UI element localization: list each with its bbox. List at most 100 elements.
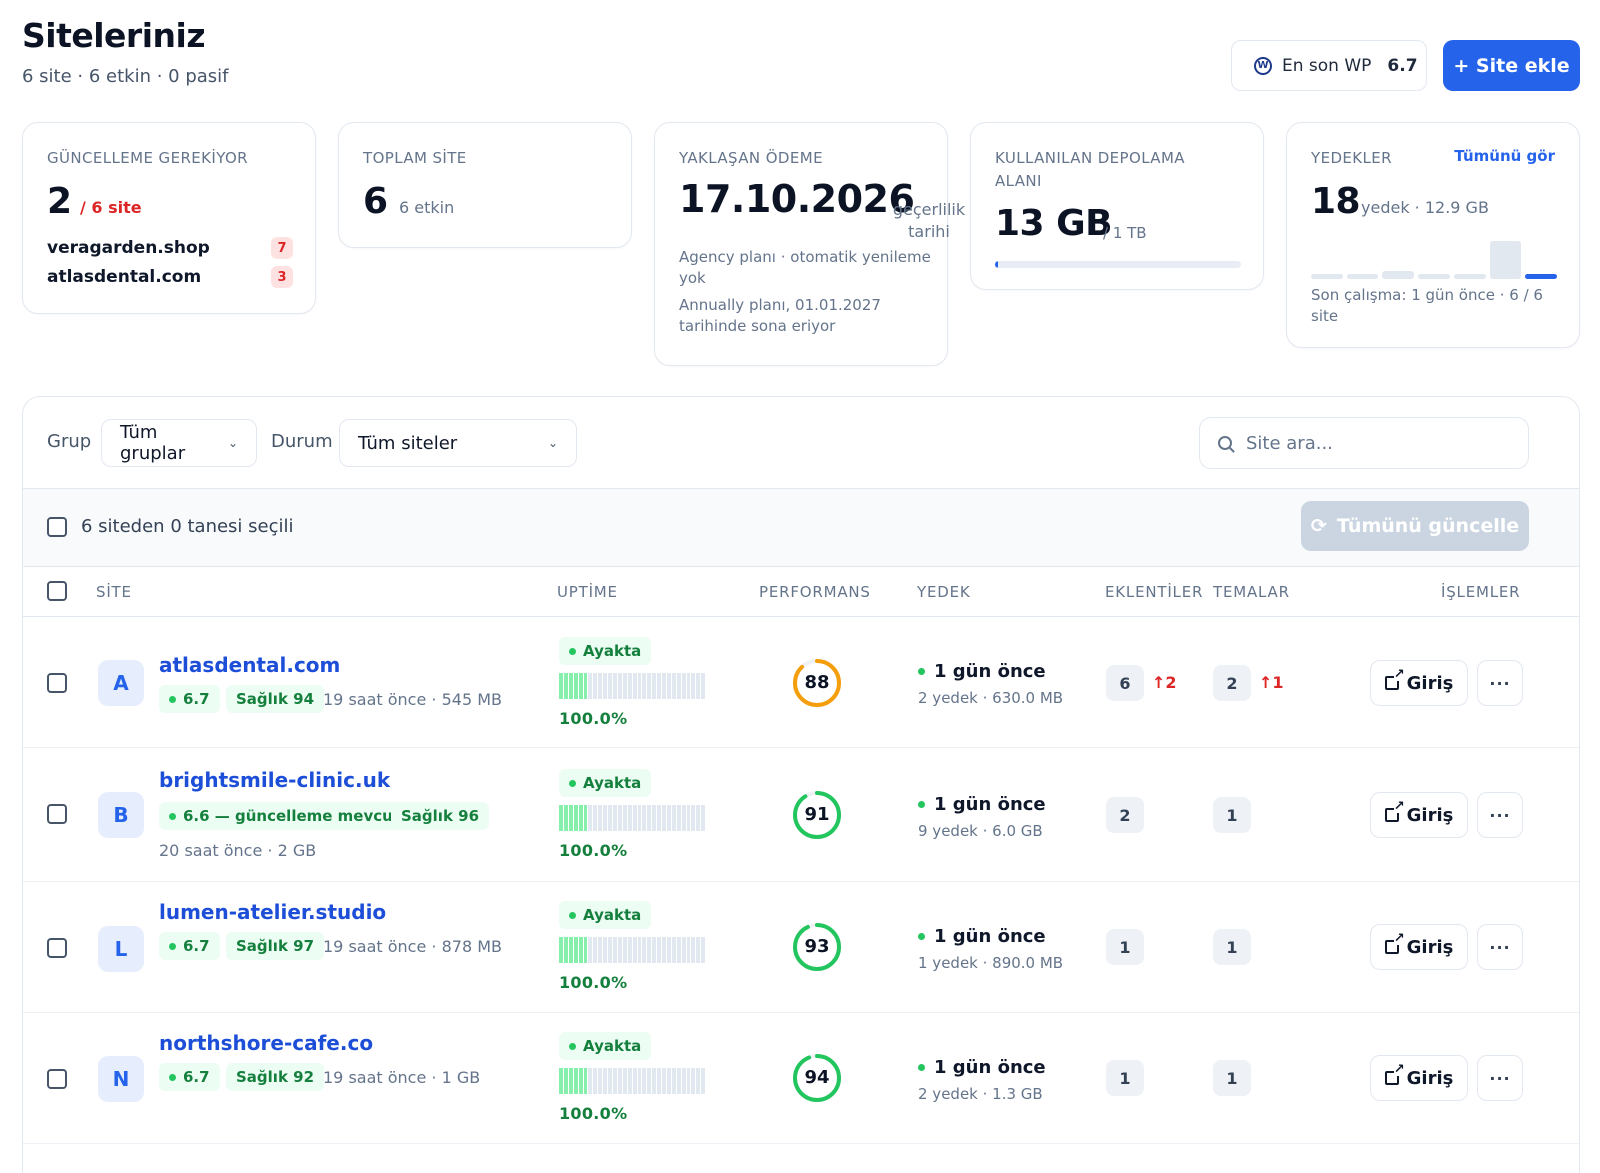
uptime-status-badge: Ayakta xyxy=(559,901,652,929)
latest-wp-button[interactable]: W En son WP 6.7 xyxy=(1231,40,1427,91)
login-button[interactable]: Giriş xyxy=(1370,792,1468,838)
uptime-bar xyxy=(691,805,696,831)
plugin-count[interactable]: 1 xyxy=(1106,929,1144,965)
storage-progress-fill xyxy=(995,261,999,268)
more-actions-button[interactable]: ··· xyxy=(1477,1055,1523,1101)
uptime-bar xyxy=(642,937,647,963)
row-checkbox[interactable] xyxy=(47,938,67,958)
login-button[interactable]: Giriş xyxy=(1370,1055,1468,1101)
backup-activity-bar xyxy=(1418,274,1450,279)
uptime-history-bars xyxy=(559,673,706,699)
row-checkbox[interactable] xyxy=(47,804,67,824)
site-avatar: A xyxy=(98,660,144,706)
table-row[interactable]: L lumen-atelier.studio 6.7 Sağlık 97 19 … xyxy=(23,882,1579,1013)
table-row[interactable]: B brightsmile-clinic.uk 6.6 — güncelleme… xyxy=(23,748,1579,882)
login-button[interactable]: Giriş xyxy=(1370,660,1468,706)
wordpress-icon: W xyxy=(1254,56,1272,75)
card-label: TOPLAM SİTE xyxy=(363,149,467,167)
uptime-bar xyxy=(637,673,642,699)
backup-time-text: 1 gün önce xyxy=(934,1057,1046,1078)
column-header-actions: İŞLEMLER xyxy=(1441,583,1521,601)
plugin-count[interactable]: 1 xyxy=(1106,1060,1144,1096)
uptime-bar xyxy=(691,1068,696,1094)
status-dot xyxy=(918,668,925,675)
wp-version-badge: 6.7 xyxy=(159,1063,220,1091)
uptime-bar xyxy=(568,1068,573,1094)
login-button[interactable]: Giriş xyxy=(1370,924,1468,970)
plugin-count[interactable]: 2 xyxy=(1106,797,1144,833)
row-checkbox[interactable] xyxy=(47,673,67,693)
uptime-bar xyxy=(657,1068,662,1094)
uptime-bar xyxy=(681,805,686,831)
more-actions-button[interactable]: ··· xyxy=(1477,792,1523,838)
add-site-button[interactable]: + Site ekle xyxy=(1443,40,1580,91)
status-select[interactable]: Tüm siteler ⌄ xyxy=(339,419,577,467)
status-dot xyxy=(169,695,176,703)
header-checkbox[interactable] xyxy=(47,581,67,601)
plugin-count[interactable]: 6 xyxy=(1106,665,1144,701)
site-domain-link[interactable]: lumen-atelier.studio xyxy=(159,900,387,924)
search-input[interactable] xyxy=(1246,432,1506,454)
refresh-icon: ⟳ xyxy=(1310,515,1327,537)
active-sites-count: 6 etkin xyxy=(399,198,455,217)
column-header-uptime[interactable]: UPTİME xyxy=(557,583,618,601)
site-search[interactable] xyxy=(1199,417,1529,469)
update-site-row[interactable]: veragarden.shop 7 xyxy=(47,235,293,261)
more-actions-button[interactable]: ··· xyxy=(1477,924,1523,970)
table-row[interactable]: N northshore-cafe.co 6.7 Sağlık 92 19 sa… xyxy=(23,1013,1579,1144)
uptime-bar xyxy=(588,1068,593,1094)
performance-gauge xyxy=(793,1054,841,1102)
performance-gauge xyxy=(793,659,841,707)
uptime-bar xyxy=(666,937,671,963)
wp-version: 6.7 xyxy=(183,1068,210,1086)
site-domain-link[interactable]: northshore-cafe.co xyxy=(159,1031,374,1055)
theme-count[interactable]: 1 xyxy=(1213,929,1251,965)
update-site-row[interactable]: atlasdental.com 3 xyxy=(47,264,293,290)
status-dot xyxy=(569,647,576,655)
card-label: GÜNCELLEME GEREKİYOR xyxy=(47,149,248,167)
update-count-badge: 3 xyxy=(271,266,293,288)
uptime-bar xyxy=(652,805,657,831)
column-header-performance[interactable]: PERFORMANS xyxy=(759,583,871,601)
column-header-themes[interactable]: TEMALAR xyxy=(1213,583,1290,601)
card-label: YEDEKLER xyxy=(1311,149,1392,167)
select-all-checkbox[interactable] xyxy=(47,517,67,537)
uptime-bar xyxy=(627,937,632,963)
site-domain-link[interactable]: atlasdental.com xyxy=(159,653,341,677)
page-title: Siteleriniz xyxy=(22,16,206,55)
uptime-bar xyxy=(598,673,603,699)
row-checkbox[interactable] xyxy=(47,1069,67,1089)
uptime-bar xyxy=(642,1068,647,1094)
uptime-bar xyxy=(696,805,701,831)
group-select[interactable]: Tüm gruplar ⌄ xyxy=(101,419,257,467)
table-row[interactable]: A atlasdental.com 6.7 Sağlık 94 19 saat … xyxy=(23,617,1579,748)
health-badge: Sağlık 96 xyxy=(391,802,490,830)
last-backup-note: Son çalışma: 1 gün önce · 6 / 6 site xyxy=(1311,286,1543,325)
see-all-backups-link[interactable]: Tümünü gör xyxy=(1454,147,1555,165)
column-header-site[interactable]: SİTE xyxy=(96,583,132,601)
performance-gauge xyxy=(793,791,841,839)
wp-version: 6.7 xyxy=(183,690,210,708)
more-actions-button[interactable]: ··· xyxy=(1477,660,1523,706)
site-domain-link[interactable]: brightsmile-clinic.uk xyxy=(159,768,391,792)
uptime-bar xyxy=(666,673,671,699)
theme-count[interactable]: 1 xyxy=(1213,1060,1251,1096)
theme-count[interactable]: 1 xyxy=(1213,797,1251,833)
theme-updates: ↑1 xyxy=(1259,673,1284,692)
update-all-label: Tümünü güncelle xyxy=(1336,515,1520,537)
plan-note: Agency planı · otomatik yenileme yok xyxy=(679,248,931,287)
uptime-bar xyxy=(657,937,662,963)
uptime-bar xyxy=(691,937,696,963)
column-header-plugins[interactable]: EKLENTİLER xyxy=(1105,583,1204,601)
update-all-button[interactable]: ⟳ Tümünü güncelle xyxy=(1301,501,1529,551)
table-header: SİTE UPTİME PERFORMANS YEDEK EKLENTİLER … xyxy=(23,567,1579,617)
uptime-bar xyxy=(622,1068,627,1094)
uptime-bar xyxy=(588,937,593,963)
theme-count[interactable]: 2 xyxy=(1213,665,1251,701)
status-dot xyxy=(169,1073,176,1081)
status-dot xyxy=(569,779,576,787)
payment-date: 17.10.2026 xyxy=(679,177,915,221)
login-label: Giriş xyxy=(1406,672,1454,694)
status-dot xyxy=(918,1064,925,1071)
column-header-backup[interactable]: YEDEK xyxy=(917,583,971,601)
